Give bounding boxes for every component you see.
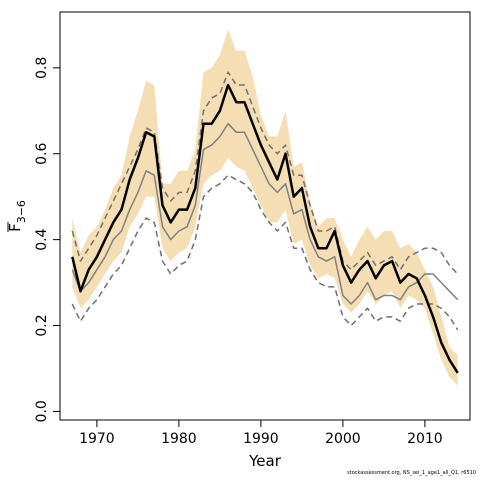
confidence-band-layer	[72, 29, 458, 386]
x-tick-label: 2010	[407, 431, 443, 447]
x-axis: 1970 1980 1990 2000 2010	[79, 419, 443, 447]
alt-mid-line	[71, 122, 459, 305]
y-tick-label: 0.0	[34, 400, 50, 422]
x-tick-label: 1990	[243, 431, 279, 447]
svg-text:F3−6: F3−6	[6, 200, 28, 232]
estimate-line	[71, 83, 459, 374]
x-tick-label: 1970	[79, 431, 115, 447]
x-axis-title: Year	[248, 452, 282, 470]
series-line-layer	[71, 71, 459, 374]
y-axis: 0.0 0.2 0.4 0.6 0.8	[34, 57, 61, 423]
footnote: stockassessment.org, NS_sei_1_age1_all_Q…	[347, 470, 476, 476]
y-tick-label: 0.2	[34, 314, 50, 336]
y-tick-label: 0.6	[34, 143, 50, 165]
confidence-band	[72, 29, 458, 386]
y-axis-title-main: F	[6, 223, 24, 232]
alt-lower-line	[71, 174, 459, 331]
y-axis-title-sub: 3−6	[15, 200, 28, 223]
x-tick-label: 2000	[325, 431, 361, 447]
y-tick-label: 0.4	[34, 228, 50, 250]
alt-upper-line	[71, 71, 459, 275]
x-tick-label: 1980	[161, 431, 197, 447]
y-axis-title: F3−6	[6, 200, 28, 232]
y-tick-label: 0.8	[34, 57, 50, 79]
